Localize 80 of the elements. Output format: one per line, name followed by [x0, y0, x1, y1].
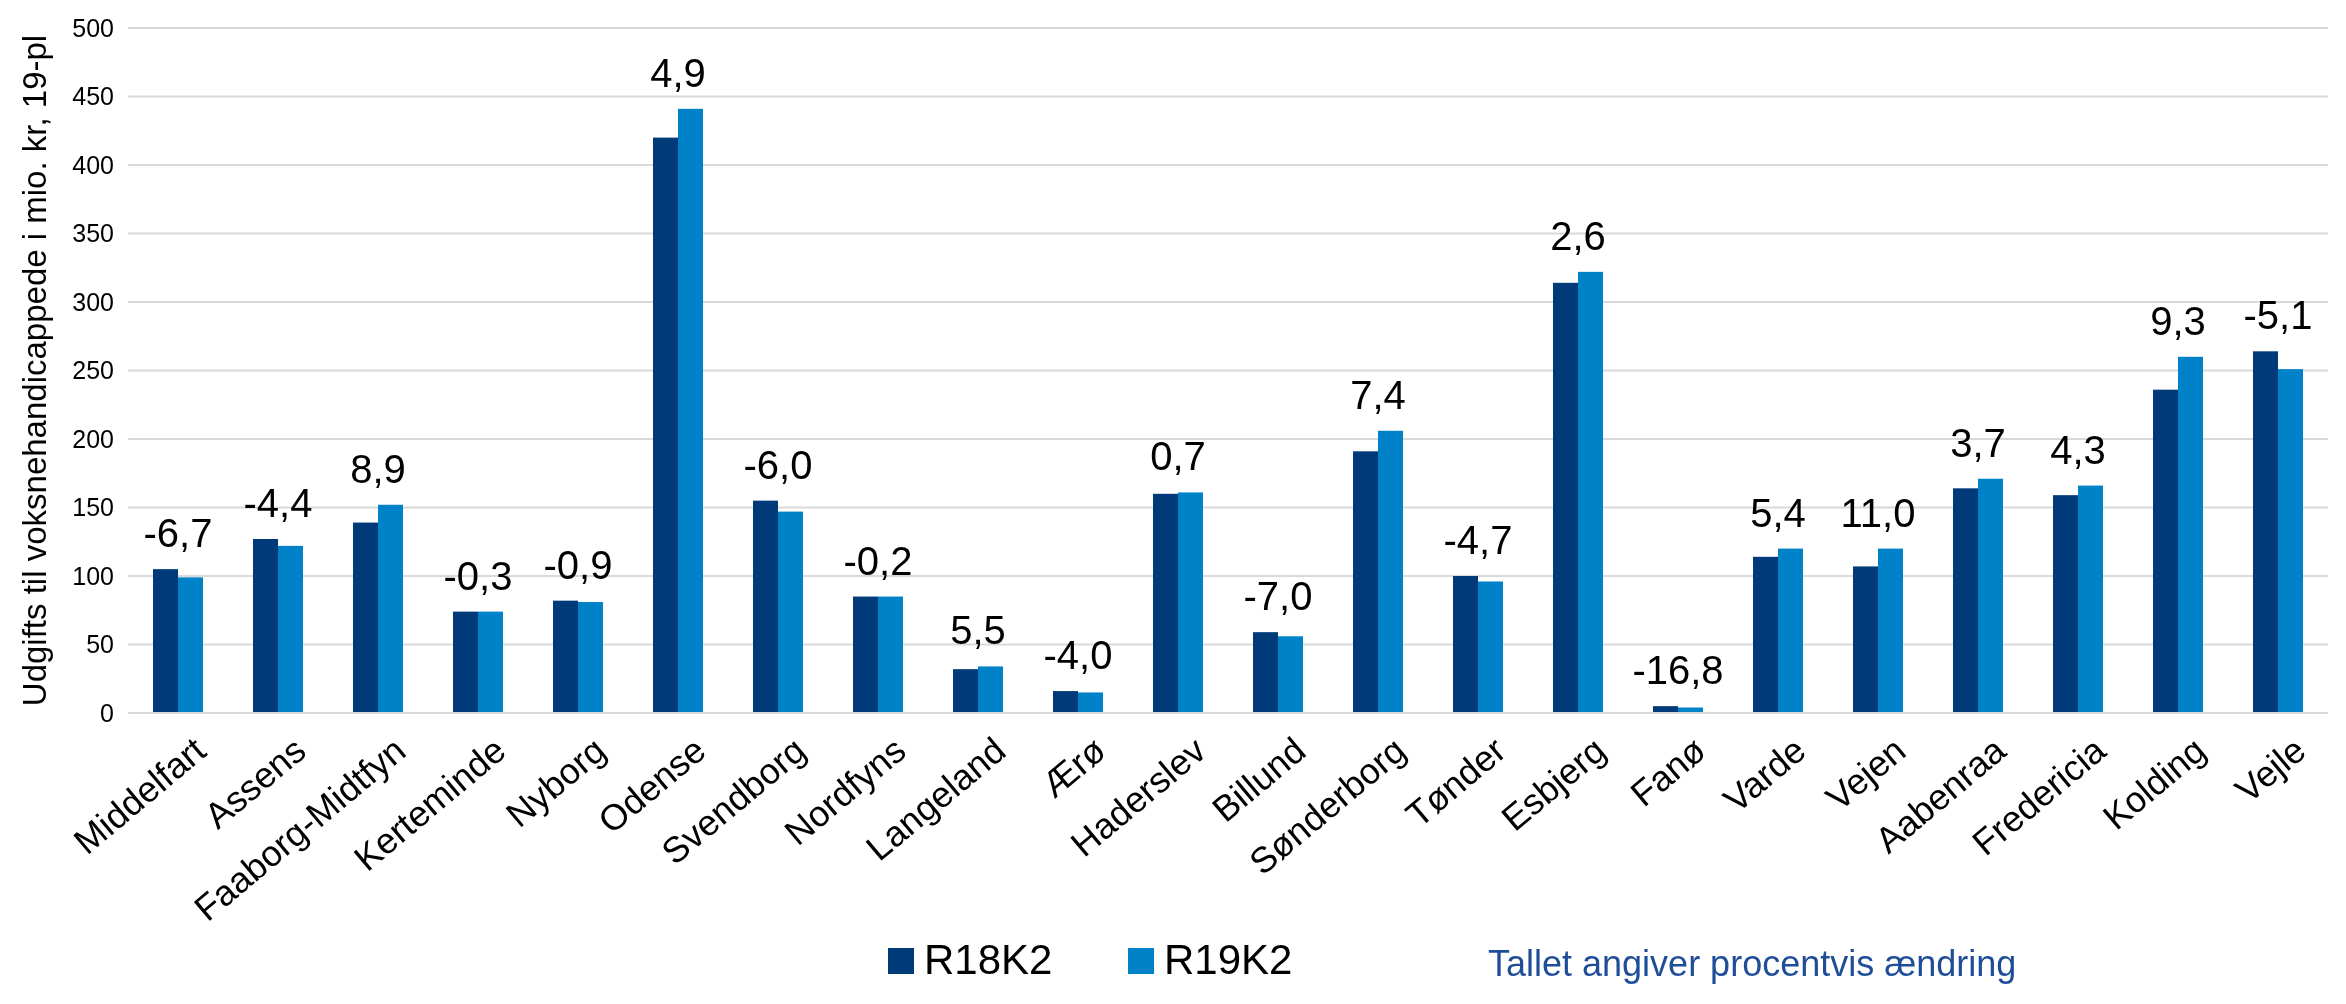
bar	[678, 108, 703, 713]
bar	[478, 611, 503, 713]
annotation: 11,0	[1840, 490, 1916, 535]
y-tick-label: 300	[72, 287, 114, 316]
bar	[1053, 691, 1078, 713]
bar	[1078, 692, 1103, 713]
bar	[878, 596, 903, 713]
bar	[1553, 282, 1578, 713]
y-tick-label: 100	[72, 561, 114, 590]
x-tick-label: Vejle	[2227, 729, 2314, 811]
annotation: 8,9	[350, 446, 406, 491]
annotation: 5,5	[950, 608, 1006, 653]
annotation: -5,1	[2243, 293, 2313, 338]
bar	[453, 611, 478, 713]
bar	[1753, 556, 1778, 713]
bar	[2053, 495, 2078, 713]
annotation: 9,3	[2150, 298, 2206, 343]
bar	[1953, 488, 1978, 713]
y-tick-label: 0	[100, 698, 114, 727]
bar	[853, 596, 878, 713]
legend-label: R18K2	[924, 936, 1053, 983]
annotation: -0,3	[443, 553, 513, 598]
bar	[1253, 632, 1278, 713]
bar	[2253, 351, 2278, 713]
y-axis-title: Udgifts til voksnehandicappede i mio. kr, 19-pl	[16, 34, 53, 707]
bar	[1453, 576, 1478, 713]
bar	[778, 511, 803, 713]
bar	[1353, 451, 1378, 713]
annotation: 7,4	[1350, 372, 1406, 417]
annotation: -0,2	[843, 538, 913, 583]
y-tick-label: 400	[72, 150, 114, 179]
y-tick-label: 250	[72, 356, 114, 385]
bar	[553, 600, 578, 713]
bar	[653, 137, 678, 713]
annotation: 2,6	[1550, 213, 1606, 258]
annotation: 4,3	[2050, 427, 2106, 472]
annotation: 5,4	[1750, 490, 1806, 535]
bar	[153, 569, 178, 713]
annotation: -0,9	[543, 542, 613, 587]
bar	[1178, 492, 1203, 713]
bar	[1778, 548, 1803, 713]
bar	[1153, 493, 1178, 713]
y-tick-label: 150	[72, 493, 114, 522]
annotation: 0,7	[1150, 434, 1206, 479]
annotation: 4,9	[650, 50, 706, 95]
annotation: -7,0	[1243, 574, 1313, 619]
bar	[353, 522, 378, 713]
text: Tallet angiver procentvis ændring	[1488, 943, 2017, 984]
bar	[1978, 478, 2003, 713]
legend-label: R19K2	[1164, 936, 1293, 983]
bar	[1578, 271, 1603, 713]
y-tick-label: 450	[72, 82, 114, 111]
bar	[378, 504, 403, 713]
annotation: 3,7	[1950, 420, 2006, 465]
bar	[1478, 581, 1503, 713]
bar	[2153, 389, 2178, 713]
annotation: -16,8	[1632, 648, 1724, 693]
bar	[178, 577, 203, 713]
bar	[1853, 566, 1878, 713]
bar	[1278, 636, 1303, 713]
bar	[978, 666, 1003, 713]
bar	[953, 669, 978, 713]
bar	[1878, 548, 1903, 713]
bar	[2178, 356, 2203, 713]
annotation: -6,7	[143, 511, 213, 556]
y-tick-label: 200	[72, 424, 114, 453]
y-tick-label: 500	[72, 13, 114, 42]
annotation: -4,7	[1443, 518, 1513, 562]
annotation: -4,0	[1043, 633, 1113, 678]
bar	[753, 500, 778, 713]
annotation: -4,4	[243, 481, 313, 526]
bar	[2078, 485, 2103, 713]
bar	[253, 539, 278, 713]
bar	[278, 545, 303, 713]
bar	[1378, 430, 1403, 713]
y-tick-label: 50	[86, 630, 114, 659]
y-tick-label: 350	[72, 219, 114, 248]
bar	[578, 602, 603, 713]
bar	[2278, 369, 2303, 713]
annotation: -6,0	[743, 442, 813, 487]
